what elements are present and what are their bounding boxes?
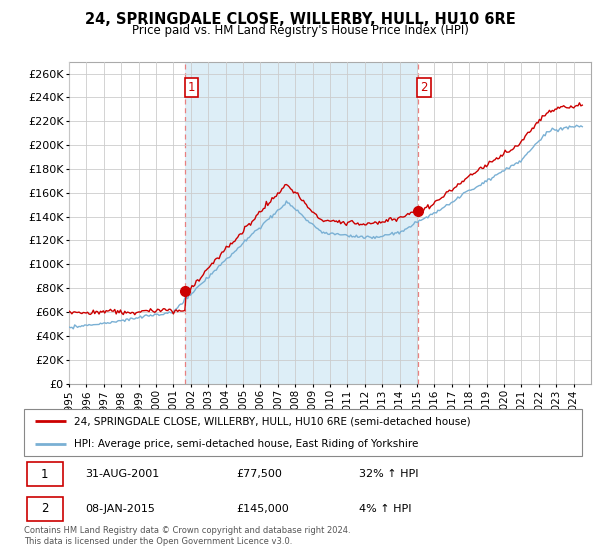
Text: 24, SPRINGDALE CLOSE, WILLERBY, HULL, HU10 6RE (semi-detached house): 24, SPRINGDALE CLOSE, WILLERBY, HULL, HU… — [74, 416, 471, 426]
Text: 2: 2 — [41, 502, 49, 515]
FancyBboxPatch shape — [27, 462, 63, 486]
FancyBboxPatch shape — [24, 409, 582, 456]
Text: 4% ↑ HPI: 4% ↑ HPI — [359, 504, 412, 514]
Text: £145,000: £145,000 — [236, 504, 289, 514]
Text: Price paid vs. HM Land Registry's House Price Index (HPI): Price paid vs. HM Land Registry's House … — [131, 24, 469, 36]
Bar — [185, 62, 418, 384]
Text: 24, SPRINGDALE CLOSE, WILLERBY, HULL, HU10 6RE: 24, SPRINGDALE CLOSE, WILLERBY, HULL, HU… — [85, 12, 515, 27]
Text: 1: 1 — [41, 468, 49, 480]
Text: 32% ↑ HPI: 32% ↑ HPI — [359, 469, 418, 479]
Text: 2: 2 — [420, 81, 428, 94]
Text: HPI: Average price, semi-detached house, East Riding of Yorkshire: HPI: Average price, semi-detached house,… — [74, 439, 419, 449]
Text: 08-JAN-2015: 08-JAN-2015 — [85, 504, 155, 514]
FancyBboxPatch shape — [27, 497, 63, 521]
Text: £77,500: £77,500 — [236, 469, 282, 479]
Text: 31-AUG-2001: 31-AUG-2001 — [85, 469, 160, 479]
Text: 1: 1 — [188, 81, 195, 94]
Text: Contains HM Land Registry data © Crown copyright and database right 2024.
This d: Contains HM Land Registry data © Crown c… — [24, 526, 350, 546]
